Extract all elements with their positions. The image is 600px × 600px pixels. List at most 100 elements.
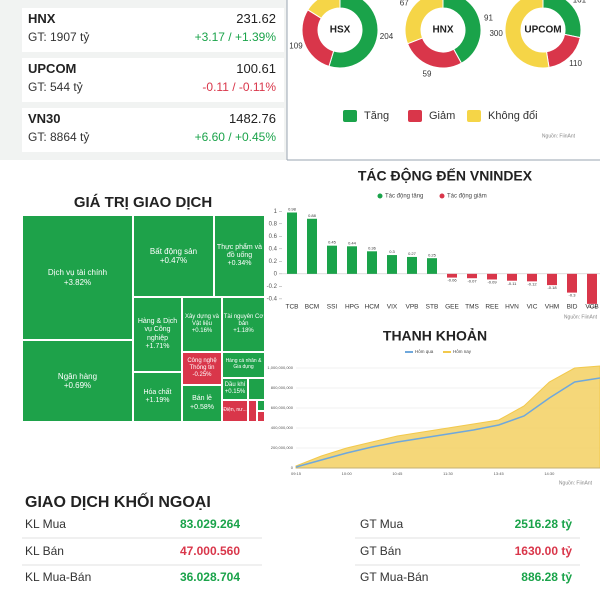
treemap-cell: Công nghệ Thông tin -0.25% [182,352,222,385]
y-tick-label: 0.8 [269,221,278,227]
treemap-cell: Bán lẻ +0.58% [182,385,222,422]
cell-name: Hàng cá nhân & Gia dụng [225,358,262,370]
x-tick-label: HCM [365,304,380,311]
cell-change: +1.18% [233,327,254,334]
index-card: UPCOM 100.61 GT: 544 tỷ -0.11 / -0.11% [22,58,284,102]
area [295,365,600,469]
row-value: 1630.00 tỷ [515,544,573,558]
x-tick-label: TCB [286,304,299,311]
legend-swatch [343,110,357,122]
line [295,377,600,468]
bar [407,256,417,274]
cell-change: +0.69% [63,381,92,390]
treemap-cell: Điện, nư... [222,400,248,422]
row-label: KL Bán [25,544,64,558]
cell-name: Bất động sản [149,246,198,256]
treemap-cell: Thực phẩm và đồ uống +0.34% [214,215,265,297]
source: Nguồn: FiinAnt [564,314,598,320]
treemap-cell: Dịch vụ tài chính +3.82% [22,215,133,340]
index-turnover: GT: 1907 tỷ [28,30,90,44]
x-tick-label: 14:30 [544,471,555,476]
treemap-cell: Xây dựng và Vật liệu +0.16% [182,297,222,352]
treemap-cell: Hóa chất +1.19% [133,372,182,422]
x-tick-label: VIX [387,304,398,311]
bar-label: 0.36 [368,245,377,250]
x-tick-label: HPG [345,304,359,311]
treemap-cell: Hàng & Dịch vụ Công nghiệp +1.71% [133,297,182,372]
bar [347,246,357,274]
y-tick-label: 0.4 [269,246,278,252]
cell-change: +0.47% [159,256,188,265]
x-tick-label: BID [567,304,578,311]
donut-label: 109 [289,42,303,51]
index-change: +6.60 / +0.45% [194,130,276,144]
cell-change: +3.82% [63,277,92,287]
row-value: 83.029.264 [180,517,240,531]
bar [367,251,377,274]
donut-label: 161 [573,0,587,4]
bar [427,258,437,274]
donut-title: HSX [330,25,351,36]
cell-change: +0.34% [227,260,252,268]
row-value: 886.28 tỷ [521,570,572,584]
index-value: 100.61 [236,61,276,76]
y-tick-label: 0 [291,465,294,470]
chart-title: TÁC ĐỘNG ĐẾN VNINDEX [358,167,533,184]
donut-label: 59 [423,69,432,78]
bar-label: -0.09 [487,280,497,285]
row-value: 47.000.560 [180,544,240,558]
y-tick-label: -0.4 [267,296,278,302]
x-tick-label: VIC [527,304,538,311]
treemap-cell: Tài nguyên Cơ bản +1.18% [222,297,265,352]
cell-name: Bán lẻ [192,395,212,403]
index-turnover: GT: 8864 tỷ [28,130,90,144]
bar-label: -0.11 [508,281,518,286]
y-tick-label: 0 [274,271,278,277]
cell-change: +1.19% [145,397,170,404]
x-tick-label: VPB [405,304,418,311]
row-label: KL Mua-Bán [25,570,91,584]
x-tick-label: 09:15 [291,471,302,476]
legend-swatch [467,110,481,122]
donut-title: HNX [432,25,453,36]
x-tick-label: VHM [545,304,559,311]
donut-segment [442,0,482,64]
bar-label: -0.3 [569,293,577,298]
bar [567,273,577,293]
index-card: HNX 231.62 GT: 1907 tỷ +3.17 / +1.39% [22,8,284,52]
bar [487,273,497,280]
legend-swatch [439,193,445,199]
row-label: GT Mua-Bán [360,570,428,584]
bar-label: 0.44 [348,240,357,245]
bar-label: -0.18 [547,285,557,290]
donut-segment [328,0,379,69]
cell-name: Dịch vụ tài chính [47,268,108,278]
index-name: HNX [28,11,56,26]
y-tick-label: 600,000,000 [271,405,294,410]
cell-name: Hóa chất [143,388,172,396]
x-tick-label: REE [485,304,499,311]
bar-label: 0.25 [428,252,437,257]
donut-title: UPCOM [524,25,561,36]
donut-label: 204 [380,32,394,41]
donut-segment [504,0,550,69]
treemap-cell [257,411,265,422]
donut-label: 110 [569,59,582,68]
cell-name: Hàng & Dịch vụ Công nghiệp [137,318,178,342]
cell-change: +0.15% [224,389,246,395]
index-card: VN30 1482.76 GT: 8864 tỷ +6.60 / +0.45% [22,108,284,152]
cell-change: -0.25% [192,371,212,378]
y-tick-label: 0.6 [269,234,278,240]
cell-name: Công nghệ Thông tin [187,358,217,372]
y-tick-label: 0.2 [269,259,278,265]
chart-title: GIÁ TRỊ GIAO DỊCH [74,194,212,211]
bar-label: -0.07 [467,278,477,283]
row-value: 2516.28 tỷ [515,517,573,531]
cell-name: Thực phẩm và đồ uống [216,243,263,259]
bar [287,212,297,274]
bar [507,273,517,281]
x-tick-label: BCM [305,304,319,311]
bar-label: 0.3 [389,249,395,254]
treemap-cell: Hàng cá nhân & Gia dụng [222,352,265,378]
donut-segment [406,37,463,69]
